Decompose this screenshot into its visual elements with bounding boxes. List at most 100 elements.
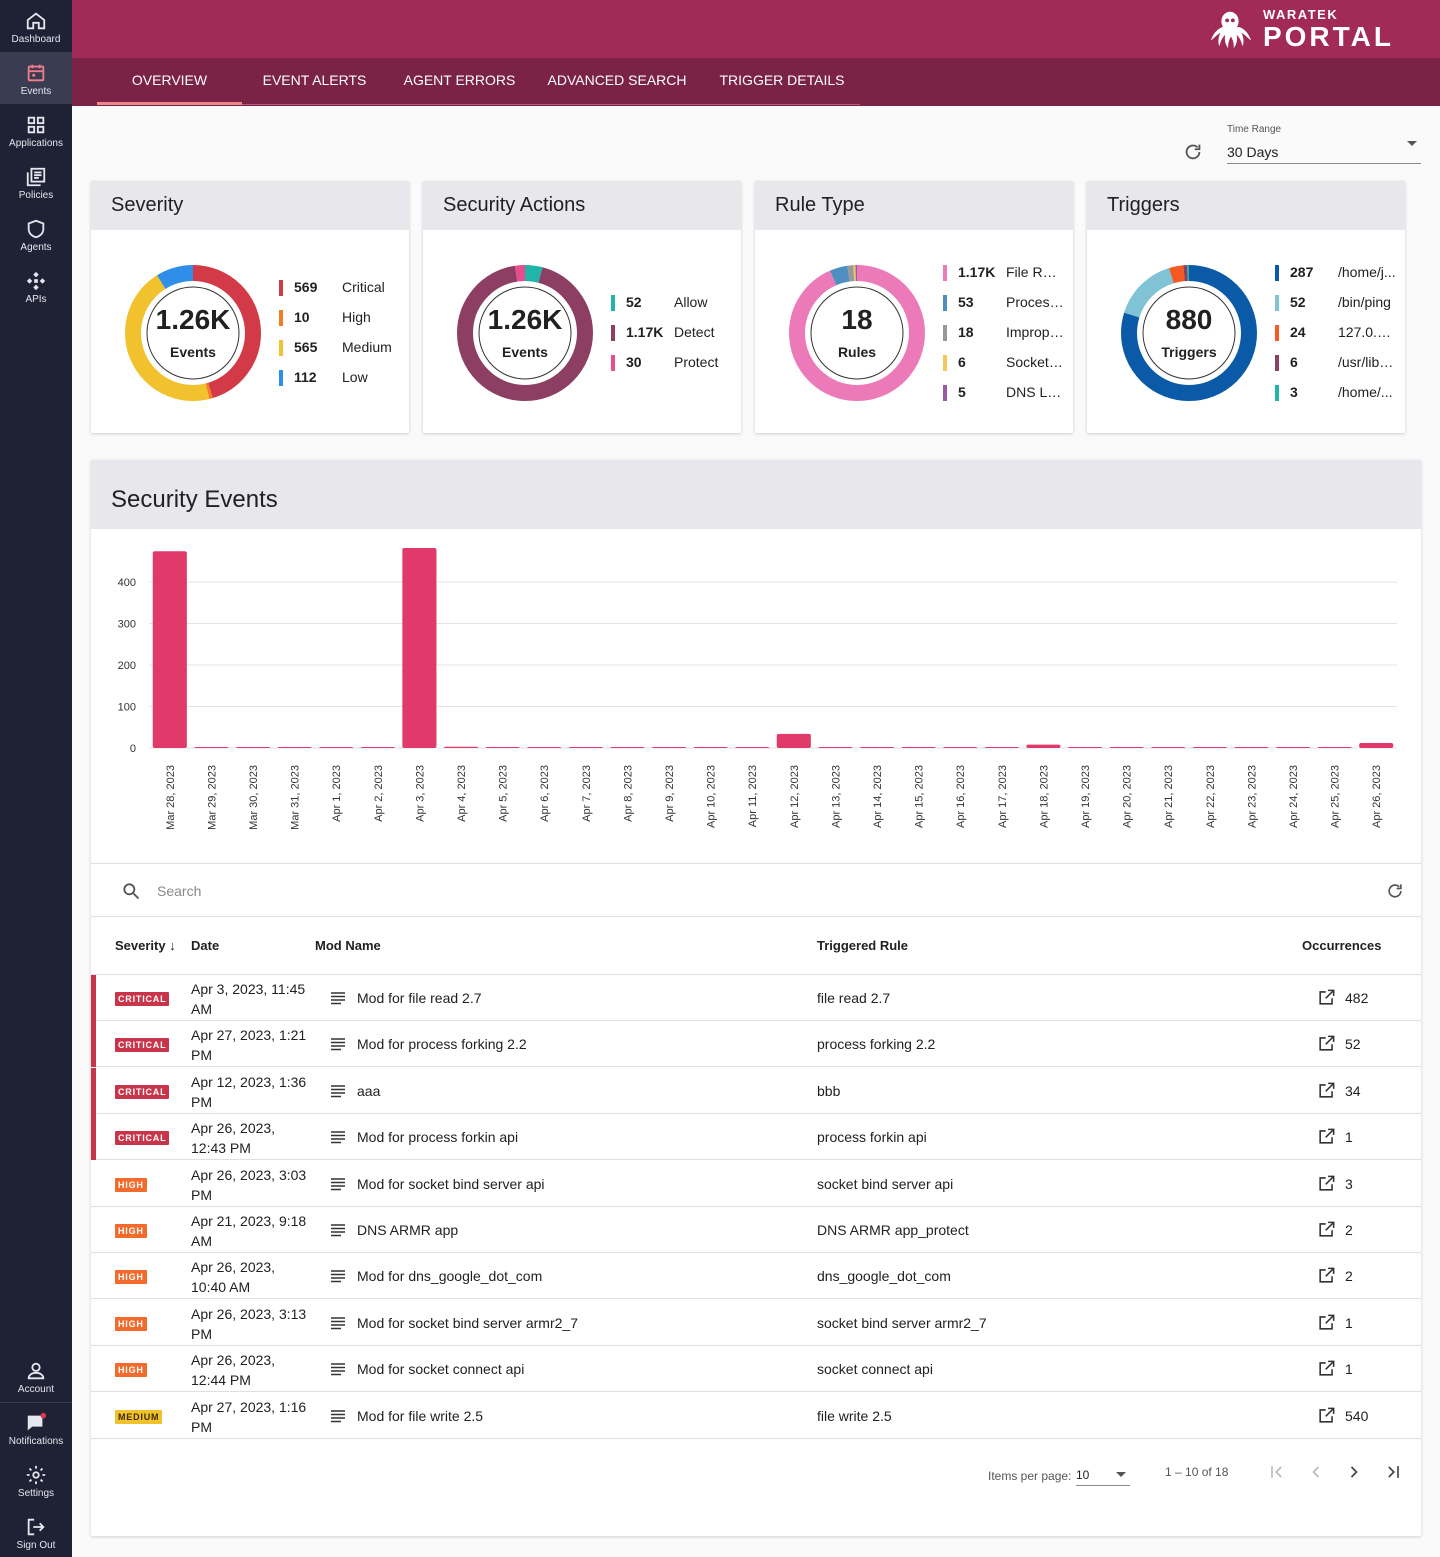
- open-in-new-icon[interactable]: [1317, 1127, 1336, 1146]
- legend-item-detect[interactable]: 1.17K Detect: [611, 324, 741, 342]
- legend-item-process-forking[interactable]: 53 Process Forking: [943, 294, 1073, 312]
- mod-name-link[interactable]: aaa: [357, 1082, 381, 1099]
- chart-bar[interactable]: [1109, 747, 1144, 748]
- search-input[interactable]: [157, 879, 757, 903]
- chart-bar[interactable]: [651, 747, 687, 748]
- chart-bar[interactable]: [527, 747, 562, 748]
- table-row[interactable]: MEDIUM Apr 27, 2023, 1:16 PM Mod for fil…: [91, 1393, 1421, 1439]
- legend-item-dns-lookup[interactable]: 5 DNS Lookup: [943, 384, 1073, 402]
- open-in-new-icon[interactable]: [1317, 1406, 1336, 1425]
- open-in-new-icon[interactable]: [1317, 1081, 1336, 1100]
- mod-name-link[interactable]: Mod for dns_google_dot_com: [357, 1268, 543, 1285]
- chart-bar[interactable]: [859, 747, 895, 748]
- chart-bar[interactable]: [443, 746, 479, 748]
- next-page-icon[interactable]: [1344, 1462, 1364, 1482]
- mod-name-link[interactable]: DNS ARMR app: [357, 1222, 459, 1238]
- column-header-triggered-rule[interactable]: Triggered Rule: [817, 938, 909, 953]
- mod-name-link[interactable]: Mod for file write 2.5: [357, 1407, 484, 1424]
- chart-bar[interactable]: [194, 747, 229, 748]
- chart-bar[interactable]: [319, 747, 354, 748]
- column-header-mod-name[interactable]: Mod Name: [315, 938, 381, 953]
- donut-segment-detect[interactable]: [457, 265, 593, 401]
- open-in-new-icon[interactable]: [1317, 1313, 1336, 1332]
- chart-bar[interactable]: [277, 747, 312, 748]
- nav-applications[interactable]: Applications: [0, 104, 72, 156]
- chart-bar[interactable]: [568, 747, 603, 748]
- chart-bar[interactable]: [693, 747, 728, 748]
- waratek-logo[interactable]: WARATEK PORTAL: [1207, 6, 1394, 52]
- column-header-occurrences[interactable]: Occurrences: [1302, 938, 1382, 953]
- chart-bar[interactable]: [1359, 743, 1394, 748]
- mod-name-link[interactable]: Mod for socket bind server armr2_7: [357, 1314, 578, 1331]
- nav-policies[interactable]: Policies: [0, 156, 72, 208]
- legend-item-file-read[interactable]: 1.17K File Read: [943, 264, 1073, 282]
- nav-settings[interactable]: Settings: [0, 1454, 72, 1506]
- open-in-new-icon[interactable]: [1317, 1266, 1336, 1285]
- table-row[interactable]: CRITICAL Apr 12, 2023, 1:36 PM aaa bbb 3…: [91, 1067, 1421, 1114]
- mod-name-link[interactable]: Mod for process forking 2.2: [357, 1036, 527, 1053]
- chart-bar[interactable]: [610, 747, 645, 748]
- chart-bar[interactable]: [1067, 747, 1103, 748]
- chart-bar[interactable]: [1151, 747, 1186, 748]
- legend-item-critical[interactable]: 569 Critical: [279, 279, 409, 297]
- last-page-icon[interactable]: [1383, 1462, 1403, 1482]
- chart-bar[interactable]: [1234, 747, 1269, 748]
- chart-bar[interactable]: [1317, 747, 1352, 748]
- donut-segment-protect[interactable]: [457, 265, 593, 401]
- open-in-new-icon[interactable]: [1317, 1359, 1336, 1378]
- nav-agents[interactable]: Agents: [0, 208, 72, 260]
- time-range-select[interactable]: Time Range 30 Days: [1227, 124, 1421, 164]
- mod-name-link[interactable]: Mod for socket connect api: [357, 1361, 525, 1378]
- legend-item-usr-libe[interactable]: 6/usr/libe...: [1275, 354, 1405, 372]
- nav-notifications[interactable]: Notifications: [0, 1402, 72, 1454]
- table-row[interactable]: HIGH Apr 26, 2023, 12:44 PM Mod for sock…: [91, 1346, 1421, 1393]
- legend-item-bin-ping[interactable]: 52/bin/ping: [1275, 294, 1405, 312]
- table-row[interactable]: HIGH Apr 26, 2023, 3:13 PM Mod for socke…: [91, 1300, 1421, 1346]
- mod-name-link[interactable]: Mod for file read 2.7: [357, 990, 482, 1006]
- refresh-icon[interactable]: [1182, 141, 1204, 163]
- open-in-new-icon[interactable]: [1317, 988, 1336, 1007]
- table-refresh-icon[interactable]: [1385, 881, 1405, 901]
- donut-segment-low[interactable]: [125, 265, 261, 401]
- legend-item-medium[interactable]: 565 Medium: [279, 339, 409, 357]
- nav-account[interactable]: Account: [0, 1350, 72, 1402]
- nav-apis[interactable]: APIs: [0, 260, 72, 312]
- donut-segment-medium[interactable]: [125, 265, 261, 401]
- chart-bar[interactable]: [735, 747, 770, 748]
- mod-name-link[interactable]: Mod for socket bind server api: [357, 1175, 545, 1192]
- chart-bar[interactable]: [776, 733, 811, 748]
- chart-bar[interactable]: [152, 551, 187, 748]
- legend-item-127-0-0-1[interactable]: 24 127.0.0.1: [1275, 324, 1405, 342]
- nav-dashboard[interactable]: Dashboard: [0, 0, 72, 52]
- tab-overview[interactable]: OVERVIEW: [131, 72, 208, 88]
- table-row[interactable]: CRITICAL Apr 3, 2023, 11:45 AM Mod for f…: [91, 975, 1421, 1021]
- chart-bar[interactable]: [1275, 747, 1311, 748]
- items-per-page-select[interactable]: 10: [1076, 1458, 1130, 1486]
- chart-bar[interactable]: [1192, 747, 1227, 748]
- chart-bar[interactable]: [485, 747, 520, 748]
- open-in-new-icon[interactable]: [1317, 1174, 1336, 1193]
- column-header-severity[interactable]: Severity ↓: [115, 938, 176, 953]
- table-row[interactable]: HIGH Apr 21, 2023, 9:18 AM DNS ARMR app …: [91, 1207, 1421, 1253]
- donut-segment-home[interactable]: [1121, 265, 1257, 401]
- chart-bar[interactable]: [818, 747, 853, 748]
- legend-item-low[interactable]: 112 Low: [279, 369, 409, 387]
- chart-bar[interactable]: [1026, 744, 1061, 748]
- donut-segment-dns-lookup[interactable]: [789, 265, 925, 401]
- chart-bar[interactable]: [402, 547, 437, 748]
- table-row[interactable]: CRITICAL Apr 26, 2023, 12:43 PM Mod for …: [91, 1114, 1421, 1161]
- previous-page-icon[interactable]: [1306, 1462, 1326, 1482]
- legend-item-protect[interactable]: 30 Protect: [611, 354, 741, 372]
- legend-item-socket-bind[interactable]: 6 Socket Bind: [943, 354, 1073, 372]
- column-header-date[interactable]: Date: [191, 938, 220, 953]
- chart-bar[interactable]: [901, 747, 936, 748]
- open-in-new-icon[interactable]: [1317, 1220, 1336, 1239]
- chart-bar[interactable]: [235, 747, 271, 748]
- table-row[interactable]: HIGH Apr 26, 2023, 3:03 PM Mod for socke…: [91, 1161, 1421, 1207]
- table-row[interactable]: HIGH Apr 26, 2023, 10:40 AM Mod for dns_…: [91, 1253, 1421, 1300]
- tab-event-alerts[interactable]: EVENT ALERTS: [262, 72, 367, 88]
- nav-sign-out[interactable]: Sign Out: [0, 1506, 72, 1557]
- chart-bar[interactable]: [360, 747, 395, 748]
- legend-item-high[interactable]: 10 High: [279, 309, 409, 327]
- legend-item-home[interactable]: 3/home/...: [1275, 384, 1405, 402]
